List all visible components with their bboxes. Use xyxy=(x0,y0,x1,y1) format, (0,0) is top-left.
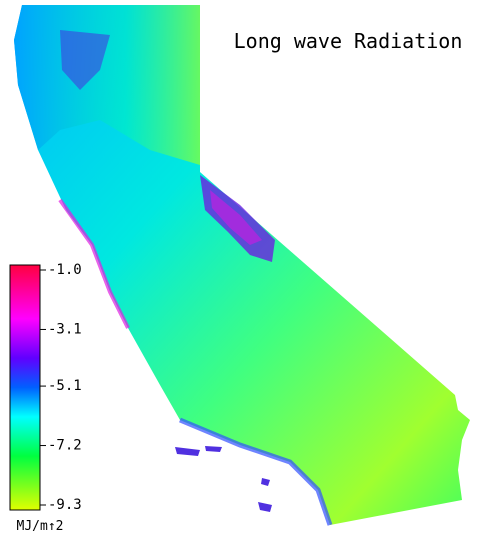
colorbar-ramp xyxy=(9,264,41,511)
klamath-area xyxy=(60,30,110,90)
south-coast xyxy=(179,417,333,526)
california-map xyxy=(14,5,470,526)
colorbar-tick-label: -5.1 xyxy=(48,378,82,394)
north-region xyxy=(14,5,200,165)
islands xyxy=(175,446,272,512)
colorbar-tick-label: -9.3 xyxy=(48,497,82,513)
colorbar-tick-label: -3.1 xyxy=(48,321,82,337)
colorbar-tick-label: -1.0 xyxy=(48,262,82,278)
colorbar-tick-label: -7.2 xyxy=(48,438,82,454)
coast-edge xyxy=(58,198,130,329)
colorbar: MJ/m↑2 -1.0 -3.1 -5.1 -7.2 -9.3 xyxy=(9,262,82,534)
colorbar-unit: MJ/m↑2 xyxy=(17,519,64,534)
map-title: Long wave Radiation xyxy=(234,29,463,53)
sierra-core xyxy=(210,190,262,245)
